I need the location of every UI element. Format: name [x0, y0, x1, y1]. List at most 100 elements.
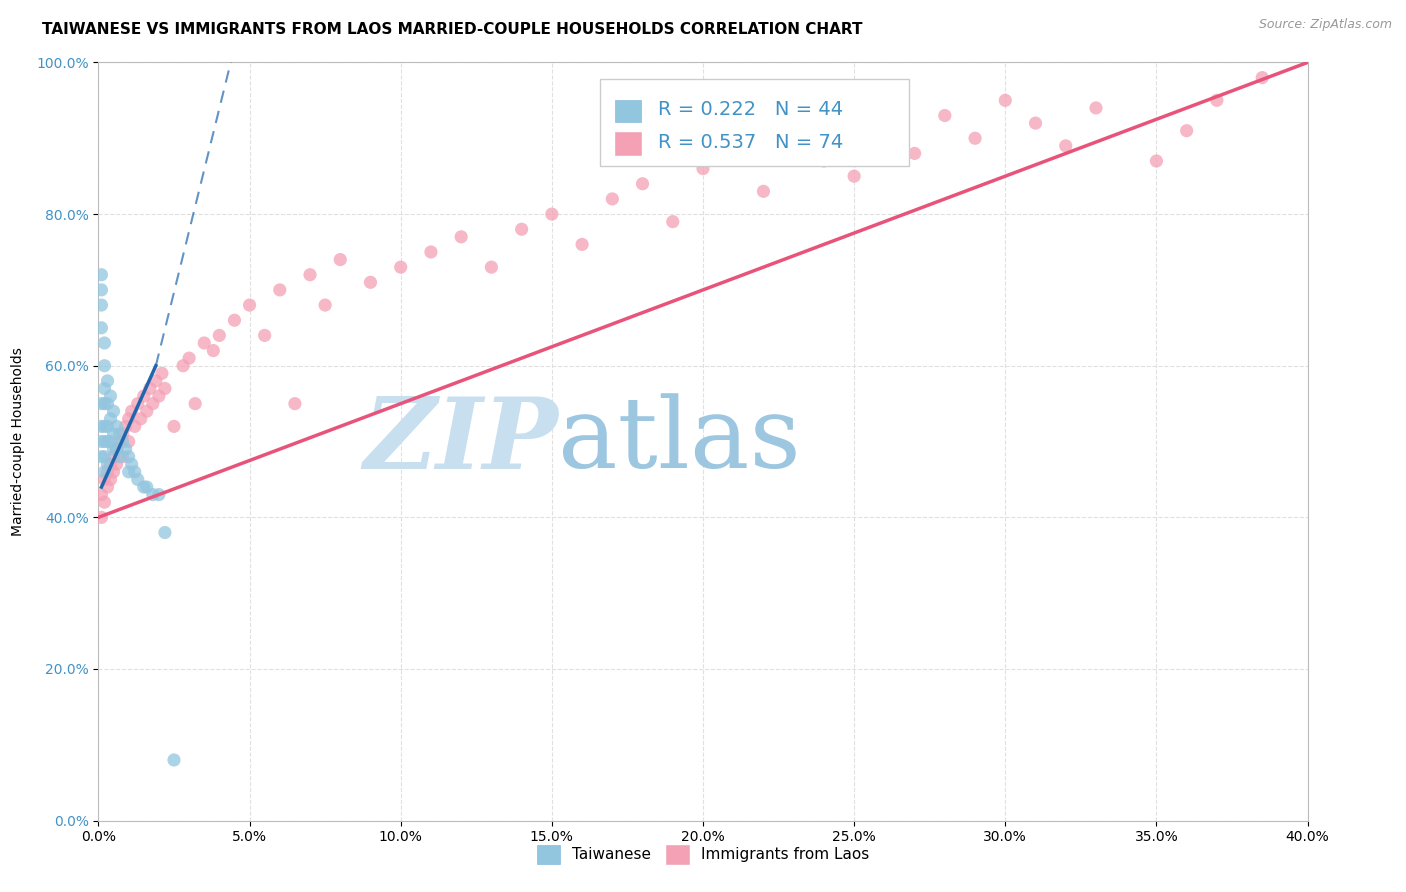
Point [124, 419, 146, 434]
Point [965, 131, 987, 145]
Point [540, 207, 562, 221]
Point [108, 427, 131, 442]
Point [602, 192, 624, 206]
Point [96, 480, 118, 494]
Point [193, 335, 215, 350]
Point [510, 222, 533, 236]
Bar [614, 100, 641, 122]
Point [90, 298, 112, 312]
Point [163, 753, 186, 767]
Point [103, 404, 125, 418]
Point [631, 177, 654, 191]
Point [96, 374, 118, 388]
Point [661, 214, 683, 228]
Point [139, 382, 162, 396]
Point [692, 161, 714, 176]
Point [934, 108, 956, 122]
Point [93, 382, 115, 396]
Point [93, 359, 115, 373]
Text: R = 0.222   N = 44: R = 0.222 N = 44 [658, 100, 844, 119]
Point [1206, 94, 1229, 108]
Point [994, 94, 1017, 108]
Point [420, 244, 443, 259]
Point [132, 389, 155, 403]
Point [239, 298, 262, 312]
Point [1054, 138, 1077, 153]
Point [360, 275, 382, 289]
Bar [614, 132, 641, 155]
Text: atlas: atlas [558, 393, 800, 490]
Point [121, 458, 143, 472]
Point [111, 427, 134, 442]
Point [148, 487, 170, 501]
Point [723, 146, 745, 161]
Point [284, 396, 307, 410]
Point [844, 169, 866, 184]
Point [93, 495, 115, 509]
Point [142, 487, 165, 501]
Point [93, 419, 115, 434]
Point [329, 252, 352, 267]
Point [127, 396, 149, 410]
Point [1144, 153, 1167, 168]
Point [93, 450, 115, 464]
Point [904, 146, 927, 161]
Point [105, 458, 128, 472]
Point [813, 153, 835, 168]
Point [150, 366, 173, 380]
Point [114, 419, 136, 434]
Point [135, 480, 157, 494]
Point [124, 465, 146, 479]
Point [90, 510, 112, 524]
Point [100, 473, 122, 487]
Y-axis label: Married-couple Households: Married-couple Households [11, 347, 25, 536]
Point [184, 396, 207, 410]
Point [132, 480, 155, 494]
Point [118, 450, 141, 464]
Point [93, 396, 115, 410]
Point [105, 442, 128, 457]
Point [103, 465, 125, 479]
Point [481, 260, 503, 275]
Point [172, 359, 194, 373]
Point [100, 458, 122, 472]
Point [90, 283, 112, 297]
Point [118, 465, 141, 479]
Point [96, 465, 118, 479]
Point [93, 335, 115, 350]
Text: TAIWANESE VS IMMIGRANTS FROM LAOS MARRIED-COUPLE HOUSEHOLDS CORRELATION CHART: TAIWANESE VS IMMIGRANTS FROM LAOS MARRIE… [42, 22, 863, 37]
Point [153, 525, 176, 540]
Point [127, 473, 149, 487]
Point [163, 419, 186, 434]
Point [118, 412, 141, 426]
Point [253, 328, 276, 343]
Point [90, 419, 112, 434]
Point [103, 427, 125, 442]
Point [142, 396, 165, 410]
Point [90, 450, 112, 464]
Point [90, 268, 112, 282]
Point [148, 389, 170, 403]
Point [96, 434, 118, 449]
Point [202, 343, 225, 358]
Point [93, 473, 115, 487]
Point [100, 434, 122, 449]
Point [103, 450, 125, 464]
Point [114, 442, 136, 457]
Point [873, 123, 896, 137]
Point [105, 442, 128, 457]
Point [153, 382, 176, 396]
Point [111, 450, 134, 464]
Point [96, 419, 118, 434]
Point [314, 298, 336, 312]
Point [100, 412, 122, 426]
Point [1085, 101, 1108, 115]
Point [111, 434, 134, 449]
Point [571, 237, 593, 252]
Point [752, 184, 775, 198]
Point [96, 458, 118, 472]
Point [90, 487, 112, 501]
Point [93, 465, 115, 479]
Point [208, 328, 231, 343]
Point [450, 229, 472, 244]
